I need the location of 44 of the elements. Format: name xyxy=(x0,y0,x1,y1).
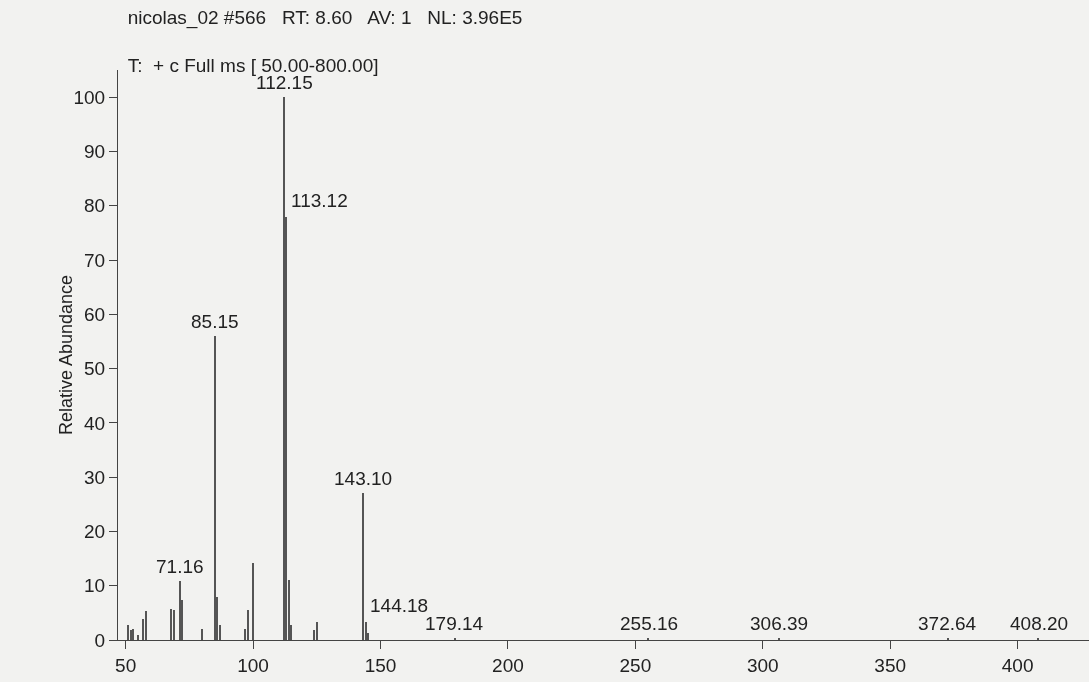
y-tick-label: 20 xyxy=(84,521,106,543)
annotation: 372.64 xyxy=(918,613,977,634)
x-tick-label: 150 xyxy=(364,654,397,676)
y-tick-label: 30 xyxy=(84,466,106,488)
bar xyxy=(283,97,285,640)
bar xyxy=(362,493,364,640)
x-tick-label: 400 xyxy=(1001,654,1034,676)
annotation: 408.20 xyxy=(1010,613,1069,634)
bar xyxy=(173,610,175,640)
annotation: 85.15 xyxy=(191,311,239,332)
x-tick-label: 250 xyxy=(619,654,652,676)
bar xyxy=(201,629,203,640)
y-tick-label: 100 xyxy=(73,86,106,108)
annotation: 144.18 xyxy=(370,595,429,616)
bar xyxy=(170,609,172,640)
y-tick-label: 90 xyxy=(84,141,106,163)
bar xyxy=(214,336,216,640)
x-tick-label: 100 xyxy=(237,654,269,676)
y-tick-label: 70 xyxy=(84,249,106,271)
chart-title: nicolas_02 #566 RT: 8.60 AV: 1 NL: 3.96E5 xyxy=(127,6,523,29)
bar xyxy=(179,581,181,640)
bar xyxy=(316,622,318,640)
x-tick-label: 50 xyxy=(115,654,137,676)
annotation: 143.10 xyxy=(334,468,393,489)
y-tick-label: 60 xyxy=(84,303,106,325)
bar xyxy=(247,610,249,640)
y-tick-label: 80 xyxy=(84,195,106,217)
x-tick-label: 350 xyxy=(874,654,907,676)
bar xyxy=(127,625,129,640)
annotation: 113.12 xyxy=(291,190,348,211)
annotation: 71.16 xyxy=(156,556,204,577)
x-tick-label: 300 xyxy=(746,654,779,676)
annotation: 179.14 xyxy=(425,613,484,634)
y-axis-title: Relative Abundance xyxy=(56,274,76,436)
x-tick-label: 200 xyxy=(492,654,524,676)
bar xyxy=(145,611,147,640)
annotation: 306.39 xyxy=(750,613,809,634)
y-tick-label: 0 xyxy=(94,629,106,651)
y-tick-label: 40 xyxy=(84,412,106,434)
annotation: 255.16 xyxy=(620,613,679,634)
bar xyxy=(252,563,254,640)
y-tick-label: 50 xyxy=(84,358,106,380)
bar xyxy=(137,635,139,640)
y-tick-label: 10 xyxy=(84,575,106,597)
